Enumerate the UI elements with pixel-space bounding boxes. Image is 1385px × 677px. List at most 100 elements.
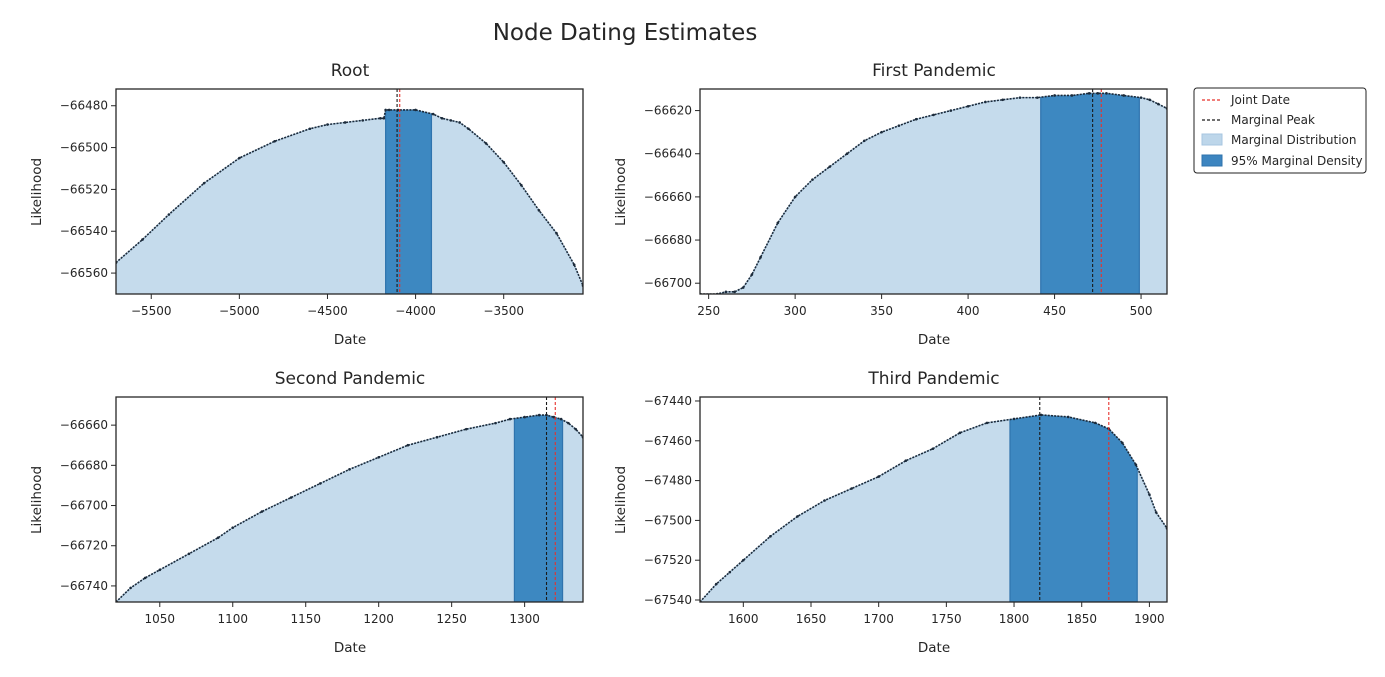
marginal-distribution-area [116, 414, 583, 602]
y-tick-label-4: −66560 [60, 266, 108, 280]
y-tick-label-0: −66620 [644, 104, 692, 118]
y-tick-label-4: −66700 [644, 276, 692, 290]
sample-point-3 [202, 181, 206, 185]
likelihood-trace [700, 92, 1167, 294]
sample-point-6 [759, 256, 762, 259]
sample-point-21 [1154, 511, 1158, 514]
sample-point-13 [387, 108, 391, 112]
sample-point-21 [484, 142, 488, 145]
y-tick-label-0: −66660 [60, 418, 108, 432]
x-axis-label: Date [334, 640, 366, 656]
sample-point-9 [319, 482, 322, 485]
sample-point-4 [238, 156, 241, 160]
legend-label-95-density: 95% Marginal Density [1231, 154, 1363, 168]
sample-point-10 [348, 468, 351, 471]
legend-marginal-distribution-swatch [1201, 133, 1223, 146]
x-tick-label-2: −4500 [307, 304, 348, 318]
panel-title: Third Pandemic [867, 369, 999, 389]
sample-point-19 [545, 413, 548, 417]
x-tick-label-0: 250 [697, 304, 720, 318]
legend: Joint Date Marginal Peak Marginal Distri… [1193, 87, 1367, 174]
sample-point-18 [966, 104, 970, 108]
sample-point-20 [467, 127, 470, 131]
x-tick-label-1: −5000 [219, 304, 260, 318]
x-tick-label-3: −4000 [395, 304, 436, 318]
sample-point-12 [384, 108, 387, 112]
sample-point-17 [949, 109, 953, 112]
y-tick-label-3: −66540 [60, 224, 108, 238]
marginal-density-95-band [385, 109, 433, 294]
sample-point-18 [449, 119, 453, 122]
sample-point-2 [724, 290, 728, 294]
y-tick-label-3: −66680 [644, 233, 692, 247]
y-tick-label-2: −66700 [60, 499, 108, 513]
sample-point-7 [776, 221, 780, 225]
sample-point-8 [343, 121, 347, 124]
y-tick-label-0: −66480 [60, 99, 108, 113]
x-tick-label-6: 1900 [1134, 612, 1165, 626]
sample-point-20 [1001, 98, 1004, 102]
sample-point-19 [458, 121, 461, 124]
sample-point-23 [1053, 94, 1056, 97]
y-axis-label: Likelihood [29, 158, 45, 226]
sample-point-8 [289, 496, 293, 499]
sample-point-1 [714, 582, 718, 586]
y-tick-label-1: −67460 [644, 434, 692, 448]
x-tick-label-2: 350 [870, 304, 893, 318]
y-tick-label-5: −67540 [644, 593, 692, 607]
sample-point-12 [406, 443, 410, 447]
x-tick-label-3: 400 [957, 304, 980, 318]
sample-point-15 [914, 117, 918, 121]
sample-point-14 [1039, 413, 1043, 417]
sample-point-7 [850, 487, 853, 490]
panel-title: Root [331, 61, 370, 81]
x-tick-label-5: 1850 [1066, 612, 1097, 626]
sample-point-15 [414, 108, 417, 112]
sample-point-14 [897, 124, 901, 127]
axes-frame [115, 396, 584, 603]
sample-point-21 [1018, 96, 1022, 99]
legend-label-marginal-peak: Marginal Peak [1231, 113, 1315, 127]
panel-third-pandemic: Third Pandemic Date Likelihood 1600 1650 1… [613, 369, 1168, 656]
y-tick-label-2: −66660 [644, 190, 692, 204]
sample-point-19 [984, 100, 987, 104]
y-tick-label-1: −66500 [60, 141, 108, 155]
x-tick-label-5: 500 [1130, 304, 1153, 318]
y-tick-label-4: −66740 [60, 579, 108, 593]
panel-title: First Pandemic [872, 61, 996, 81]
sample-point-7 [260, 510, 264, 513]
sample-point-1 [129, 586, 132, 590]
y-axis-label: Likelihood [613, 466, 629, 534]
y-tick-label-1: −66680 [60, 458, 108, 472]
likelihood-trace [700, 414, 1167, 602]
marginal-distribution-area [116, 109, 583, 294]
x-tick-label-4: −3500 [483, 304, 524, 318]
x-tick-label-1: 1100 [217, 612, 248, 626]
axes-frame [699, 396, 1168, 603]
sample-point-22 [502, 160, 505, 164]
sample-point-5 [750, 273, 754, 276]
sample-point-4 [741, 286, 745, 289]
sample-point-2 [728, 570, 732, 574]
sample-point-7 [326, 123, 329, 126]
sample-point-13 [1012, 417, 1016, 421]
panel-second-pandemic: Second Pandemic Date Likelihood 1050 1100… [29, 369, 584, 656]
marginal-density-95-band [1009, 414, 1138, 602]
sample-point-10 [828, 165, 832, 168]
plot-area-second-pandemic: 1050 1100 1150 1200 1250 1300 −66660 −66680 −667… [60, 396, 584, 626]
sample-point-15 [1066, 415, 1070, 419]
marginal-density-95-band [1040, 93, 1140, 294]
axes-frame [115, 88, 584, 295]
sample-point-13 [435, 435, 439, 439]
panel-root: Root Date Likelihood −5500 −5000 −4500 −400… [29, 61, 584, 348]
sample-point-10 [931, 447, 935, 451]
sample-point-11 [958, 431, 962, 435]
y-tick-label-2: −66520 [60, 182, 108, 196]
sample-point-1 [141, 238, 144, 241]
x-tick-label-0: −5500 [131, 304, 172, 318]
sample-point-2 [167, 213, 171, 216]
sample-point-24 [1070, 94, 1074, 97]
sample-point-11 [845, 152, 849, 156]
sample-point-25 [555, 232, 558, 235]
